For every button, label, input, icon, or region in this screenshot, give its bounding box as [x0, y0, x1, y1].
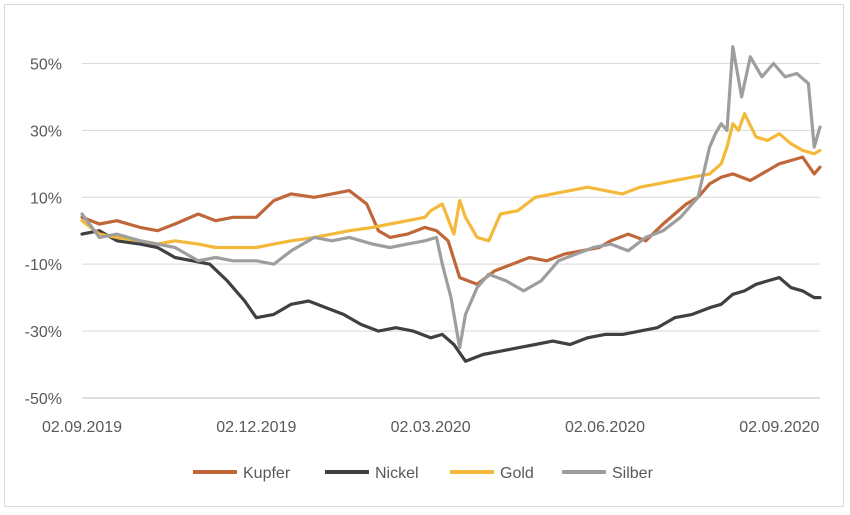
x-tick-label: 02.06.2020 [565, 419, 645, 436]
x-axis: 02.09.2019 02.12.2019 02.03.2020 02.06.2020… [42, 397, 820, 436]
series-line-gold [80, 111, 822, 250]
series-lines [80, 45, 822, 363]
x-tick-label: 02.09.2020 [739, 419, 819, 436]
series-line-silber [80, 45, 822, 350]
legend: Kupfer Nickel Gold Silber [193, 465, 654, 482]
chart-frame [4, 4, 844, 507]
x-tick-label: 02.09.2019 [42, 419, 122, 436]
x-tick-label: 02.12.2019 [216, 419, 296, 436]
y-tick-label: -30% [25, 324, 62, 341]
series-line-kupfer [80, 155, 822, 286]
y-tick-label: -10% [25, 257, 62, 274]
legend-label-kupfer: Kupfer [243, 465, 291, 482]
legend-label-gold: Gold [500, 465, 534, 482]
y-axis-ticks: -50% -30% -10% 10% 30% 50% [25, 56, 62, 408]
legend-label-silber: Silber [612, 465, 654, 482]
y-tick-label: 30% [30, 123, 62, 140]
series-line-nickel [80, 229, 822, 363]
legend-label-nickel: Nickel [375, 465, 419, 482]
y-tick-label: 10% [30, 190, 62, 207]
y-tick-label: -50% [25, 391, 62, 408]
y-tick-label: 50% [30, 56, 62, 73]
x-tick-label: 02.03.2020 [391, 419, 471, 436]
